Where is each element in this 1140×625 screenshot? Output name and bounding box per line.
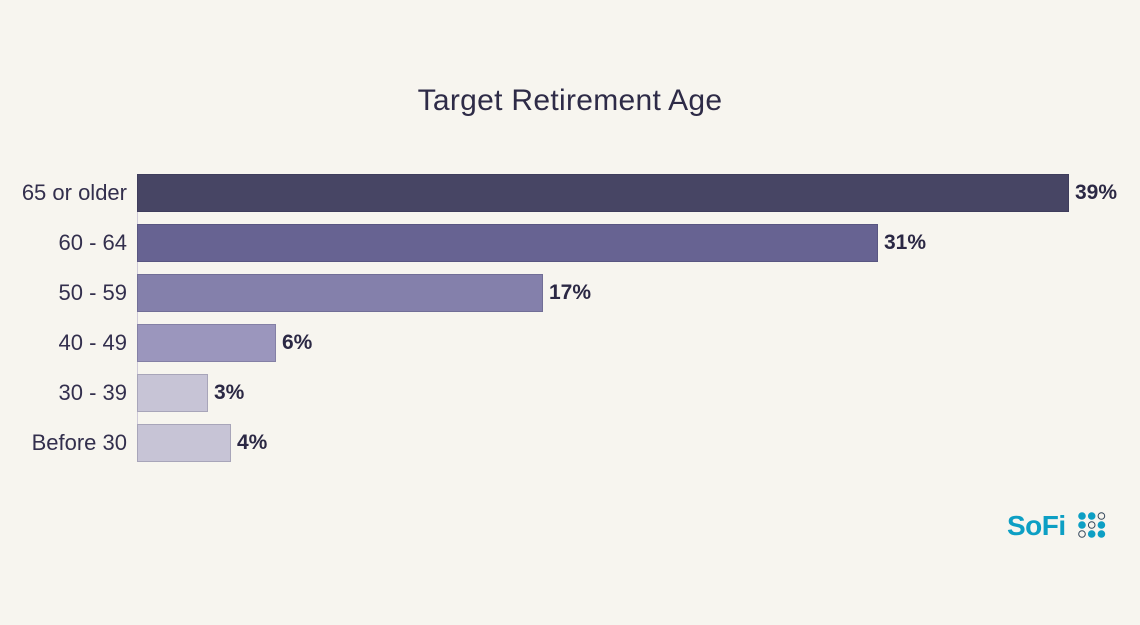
svg-text:SoFi: SoFi	[1007, 510, 1066, 541]
